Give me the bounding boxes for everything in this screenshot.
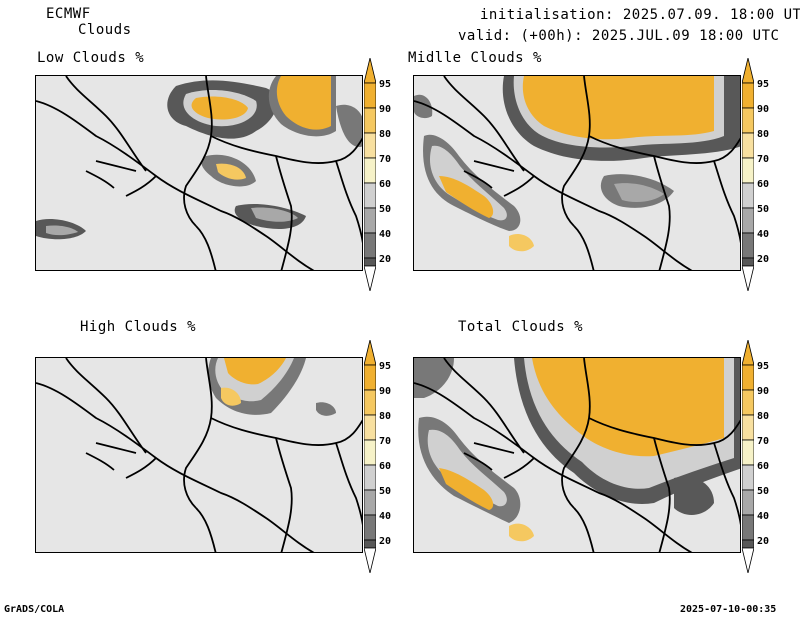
cbar-label: 80 bbox=[757, 129, 770, 140]
cbar-label: 40 bbox=[379, 511, 392, 522]
cbar-label: 50 bbox=[757, 486, 770, 497]
cbar-label: 50 bbox=[379, 486, 392, 497]
cbar-label: 90 bbox=[757, 386, 770, 397]
cbar-label: 20 bbox=[757, 536, 770, 547]
middle-clouds-map-svg bbox=[414, 76, 740, 270]
borders bbox=[36, 76, 362, 270]
cbar-label: 20 bbox=[757, 254, 770, 265]
cloud-field bbox=[414, 358, 740, 542]
low-clouds-map-svg bbox=[36, 76, 362, 270]
product-label: Clouds bbox=[78, 22, 132, 38]
borders bbox=[414, 358, 740, 552]
colorbar-svg bbox=[742, 58, 754, 291]
cbar-label: 80 bbox=[379, 129, 392, 140]
cloud-field bbox=[208, 358, 336, 416]
panel-title-low: Low Clouds % bbox=[37, 50, 145, 66]
colorbar-total: 95 90 80 70 60 50 40 20 bbox=[742, 340, 782, 573]
map-high-clouds bbox=[35, 357, 363, 553]
cbar-label: 20 bbox=[379, 254, 392, 265]
cbar-label: 40 bbox=[757, 229, 770, 240]
colorbar-low: 95 90 80 70 60 50 40 20 bbox=[364, 58, 404, 291]
cloud-field bbox=[36, 76, 362, 240]
cbar-label: 20 bbox=[379, 536, 392, 547]
cbar-label: 70 bbox=[379, 154, 392, 165]
high-clouds-map-svg bbox=[36, 358, 362, 552]
footer-left: GrADS/COLA bbox=[4, 604, 65, 615]
panel-title-high: High Clouds % bbox=[80, 319, 197, 335]
borders bbox=[36, 358, 362, 552]
cbar-label: 70 bbox=[757, 154, 770, 165]
cbar-label: 60 bbox=[757, 179, 770, 190]
cbar-label: 50 bbox=[379, 204, 392, 215]
cloud-field bbox=[414, 76, 740, 252]
cbar-label: 80 bbox=[757, 411, 770, 422]
cbar-label: 95 bbox=[757, 79, 770, 90]
map-middle-clouds bbox=[413, 75, 741, 271]
total-clouds-map-svg bbox=[414, 358, 740, 552]
cbar-label: 90 bbox=[757, 104, 770, 115]
cbar-label: 40 bbox=[757, 511, 770, 522]
cbar-label: 90 bbox=[379, 386, 392, 397]
panel-title-middle: Midlle Clouds % bbox=[408, 50, 542, 66]
panel-title-total: Total Clouds % bbox=[458, 319, 584, 335]
cbar-label: 90 bbox=[379, 104, 392, 115]
colorbar-high: 95 90 80 70 60 50 40 20 bbox=[364, 340, 404, 573]
map-low-clouds bbox=[35, 75, 363, 271]
cbar-label: 70 bbox=[379, 436, 392, 447]
borders bbox=[414, 76, 740, 270]
cbar-label: 70 bbox=[757, 436, 770, 447]
cbar-label: 95 bbox=[379, 361, 392, 372]
cbar-label: 50 bbox=[757, 204, 770, 215]
colorbar-svg bbox=[742, 340, 754, 573]
colorbar-svg bbox=[364, 58, 376, 291]
map-total-clouds bbox=[413, 357, 741, 553]
valid-time: valid: (+00h): 2025.JUL.09 18:00 UTC bbox=[458, 28, 780, 44]
cbar-label: 95 bbox=[379, 79, 392, 90]
cbar-label: 60 bbox=[379, 461, 392, 472]
cbar-label: 95 bbox=[757, 361, 770, 372]
cbar-label: 80 bbox=[379, 411, 392, 422]
cbar-label: 40 bbox=[379, 229, 392, 240]
colorbar-svg bbox=[364, 340, 376, 573]
model-label: ECMWF bbox=[46, 6, 91, 22]
cbar-label: 60 bbox=[379, 179, 392, 190]
colorbar-middle: 95 90 80 70 60 50 40 20 bbox=[742, 58, 782, 291]
cbar-label: 60 bbox=[757, 461, 770, 472]
init-time: initialisation: 2025.07.09. 18:00 UTC bbox=[480, 7, 800, 23]
footer-right: 2025-07-10-00:35 bbox=[680, 604, 777, 615]
